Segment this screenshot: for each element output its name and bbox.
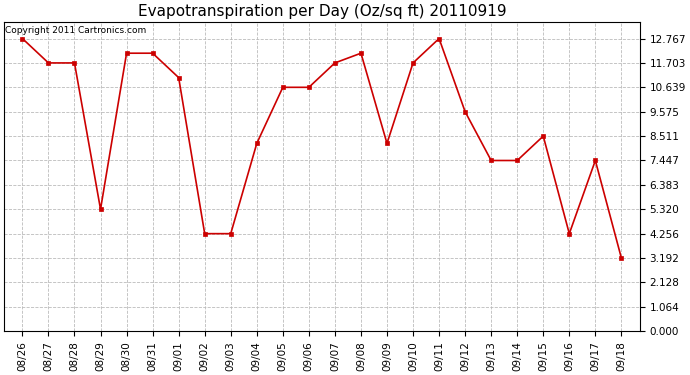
Text: Copyright 2011 Cartronics.com: Copyright 2011 Cartronics.com bbox=[6, 26, 147, 35]
Title: Evapotranspiration per Day (Oz/sq ft) 20110919: Evapotranspiration per Day (Oz/sq ft) 20… bbox=[137, 4, 506, 19]
